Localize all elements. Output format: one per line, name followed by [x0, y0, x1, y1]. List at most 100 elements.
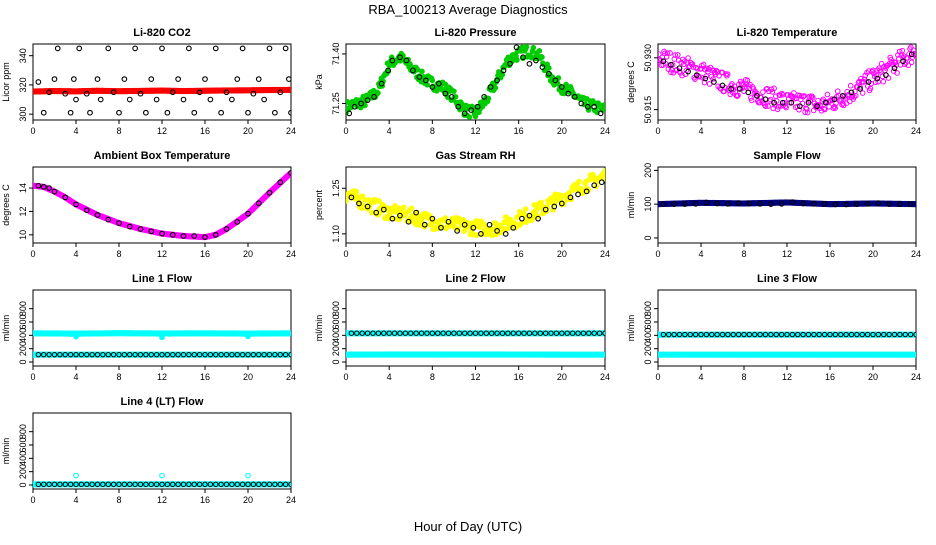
data-point: [466, 114, 473, 120]
data-point: [784, 331, 790, 338]
data-point: [746, 331, 753, 338]
x-tick-label: 16: [825, 126, 835, 136]
data-point: [821, 331, 828, 338]
data-point: [218, 109, 224, 116]
x-tick-label: 16: [514, 249, 524, 259]
data-point: [552, 77, 559, 84]
data-point: [380, 206, 387, 213]
data-point: [54, 45, 61, 52]
series-low: [346, 351, 605, 358]
data-point: [576, 178, 582, 185]
data-point: [413, 330, 419, 336]
y-tick-label: 800: [643, 301, 653, 316]
data-point: [76, 45, 83, 52]
data-point: [782, 103, 789, 110]
data-point: [671, 201, 677, 208]
data-point: [725, 331, 731, 338]
data-point: [169, 231, 176, 238]
data-point: [381, 330, 387, 336]
data-point: [565, 90, 572, 97]
data-point: [353, 188, 360, 195]
data-point: [202, 351, 208, 358]
data-point: [526, 330, 533, 336]
data-point: [689, 61, 696, 67]
data-point: [575, 330, 581, 336]
data-point: [371, 94, 377, 100]
data-point: [518, 220, 525, 227]
data-point: [891, 65, 898, 72]
data-point: [797, 103, 803, 110]
data-point: [828, 96, 835, 102]
data-point: [885, 75, 892, 81]
data-point: [370, 330, 376, 336]
data-point: [148, 351, 154, 358]
plot-data: [346, 167, 605, 239]
data-point: [783, 104, 789, 111]
data-point: [778, 200, 785, 207]
data-point: [502, 231, 509, 237]
figure-title: RBA_100213 Average Diagnostics: [368, 2, 568, 17]
data-point: [97, 96, 104, 103]
data-point: [735, 331, 742, 338]
data-point: [762, 103, 769, 109]
x-tick-label: 4: [698, 249, 703, 259]
data-point: [805, 99, 812, 106]
x-tick-label: 4: [387, 249, 392, 259]
data-point: [245, 333, 251, 340]
data-point: [897, 331, 903, 338]
data-point: [191, 481, 197, 488]
plot-data: [658, 331, 916, 358]
data-point: [110, 351, 117, 358]
data-point: [679, 72, 685, 79]
data-point: [62, 194, 69, 201]
plot-data: [658, 44, 916, 116]
data-point: [196, 351, 203, 358]
data-point: [801, 93, 808, 99]
data-point: [781, 99, 788, 106]
y-tick-label: 340: [18, 48, 28, 63]
data-point: [894, 70, 900, 76]
x-tick-label: 4: [73, 372, 78, 382]
data-point: [854, 201, 860, 208]
data-point: [435, 330, 441, 336]
y-axis-label: ml/min: [314, 315, 324, 342]
data-point: [218, 481, 224, 488]
x-tick-label: 8: [116, 126, 121, 136]
data-point: [277, 481, 283, 488]
data-point: [666, 331, 672, 338]
data-point: [824, 91, 831, 98]
data-point: [229, 481, 235, 488]
data-point: [132, 351, 138, 358]
data-point: [857, 86, 863, 92]
data-point: [51, 481, 58, 488]
data-point: [838, 331, 844, 338]
data-point: [137, 226, 144, 232]
data-point: [814, 103, 820, 110]
data-point: [600, 351, 605, 358]
data-point: [375, 90, 381, 96]
data-point: [693, 72, 700, 78]
data-point: [440, 330, 446, 336]
data-point: [397, 212, 403, 219]
data-point: [902, 331, 908, 338]
data-point: [62, 90, 69, 97]
data-point: [602, 167, 605, 174]
y-tick-label: 0: [18, 482, 28, 487]
data-point: [778, 331, 785, 338]
data-point: [83, 90, 90, 97]
data-point: [272, 351, 278, 358]
x-tick-label: 16: [514, 372, 524, 382]
series-average: [660, 331, 916, 338]
x-tick-label: 24: [600, 249, 610, 259]
data-point: [364, 330, 371, 336]
data-point: [719, 331, 726, 338]
data-point: [883, 72, 889, 78]
data-point: [768, 86, 775, 93]
x-tick-label: 0: [343, 249, 348, 259]
data-point: [725, 200, 731, 207]
x-tick-label: 16: [200, 126, 210, 136]
data-point: [596, 330, 603, 336]
x-tick-label: 20: [243, 126, 253, 136]
